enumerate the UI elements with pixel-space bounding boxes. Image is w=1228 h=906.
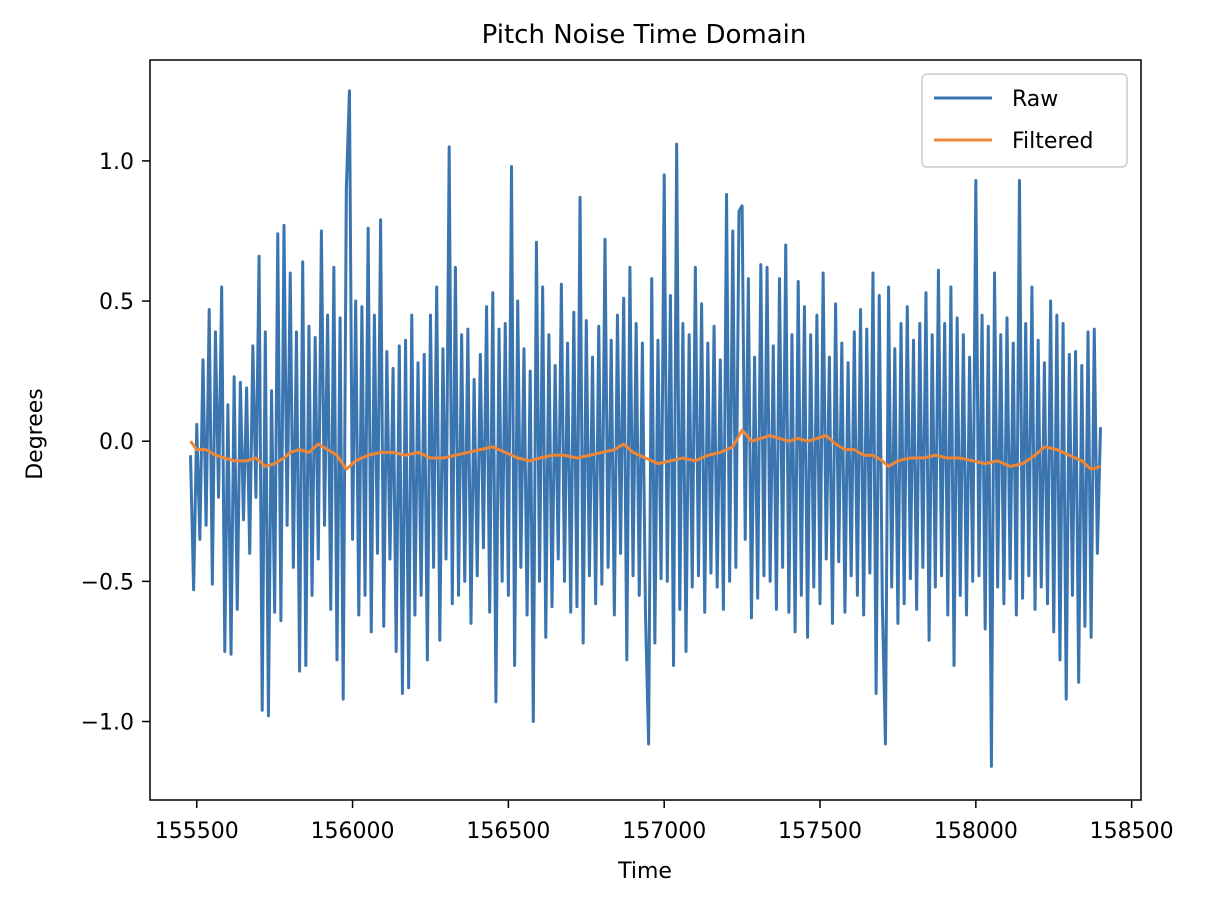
y-tick-label: 0.0 bbox=[99, 430, 134, 455]
legend-raw-label: Raw bbox=[1012, 87, 1058, 112]
legend: Raw Filtered bbox=[921, 73, 1128, 168]
chart-title: Pitch Noise Time Domain bbox=[482, 20, 807, 50]
x-tick-label: 155500 bbox=[155, 819, 239, 844]
y-tick-label: 1.0 bbox=[99, 150, 134, 175]
y-axis: −1.0 −0.5 0.0 0.5 1.0 bbox=[81, 150, 150, 736]
y-tick-label: −1.0 bbox=[81, 711, 134, 736]
legend-filtered-label: Filtered bbox=[1012, 129, 1094, 154]
x-tick-label: 158000 bbox=[934, 819, 1018, 844]
x-tick-label: 157500 bbox=[778, 819, 862, 844]
x-tick-label: 156500 bbox=[466, 819, 550, 844]
series-raw-line bbox=[189, 89, 1102, 768]
series-filtered-line bbox=[189, 428, 1101, 471]
x-tick-label: 156000 bbox=[311, 819, 395, 844]
plot-frame bbox=[149, 59, 1142, 801]
x-axis: 155500 156000 156500 157000 157500 158000 1585… bbox=[155, 800, 1174, 844]
y-axis-label: Degrees bbox=[23, 388, 48, 480]
x-tick-label: 158500 bbox=[1090, 819, 1174, 844]
x-tick-label: 157000 bbox=[622, 819, 706, 844]
x-axis-label: Time bbox=[617, 859, 672, 884]
plot-series bbox=[189, 89, 1102, 768]
y-tick-label: 0.5 bbox=[99, 290, 134, 315]
y-tick-label: −0.5 bbox=[81, 570, 134, 595]
